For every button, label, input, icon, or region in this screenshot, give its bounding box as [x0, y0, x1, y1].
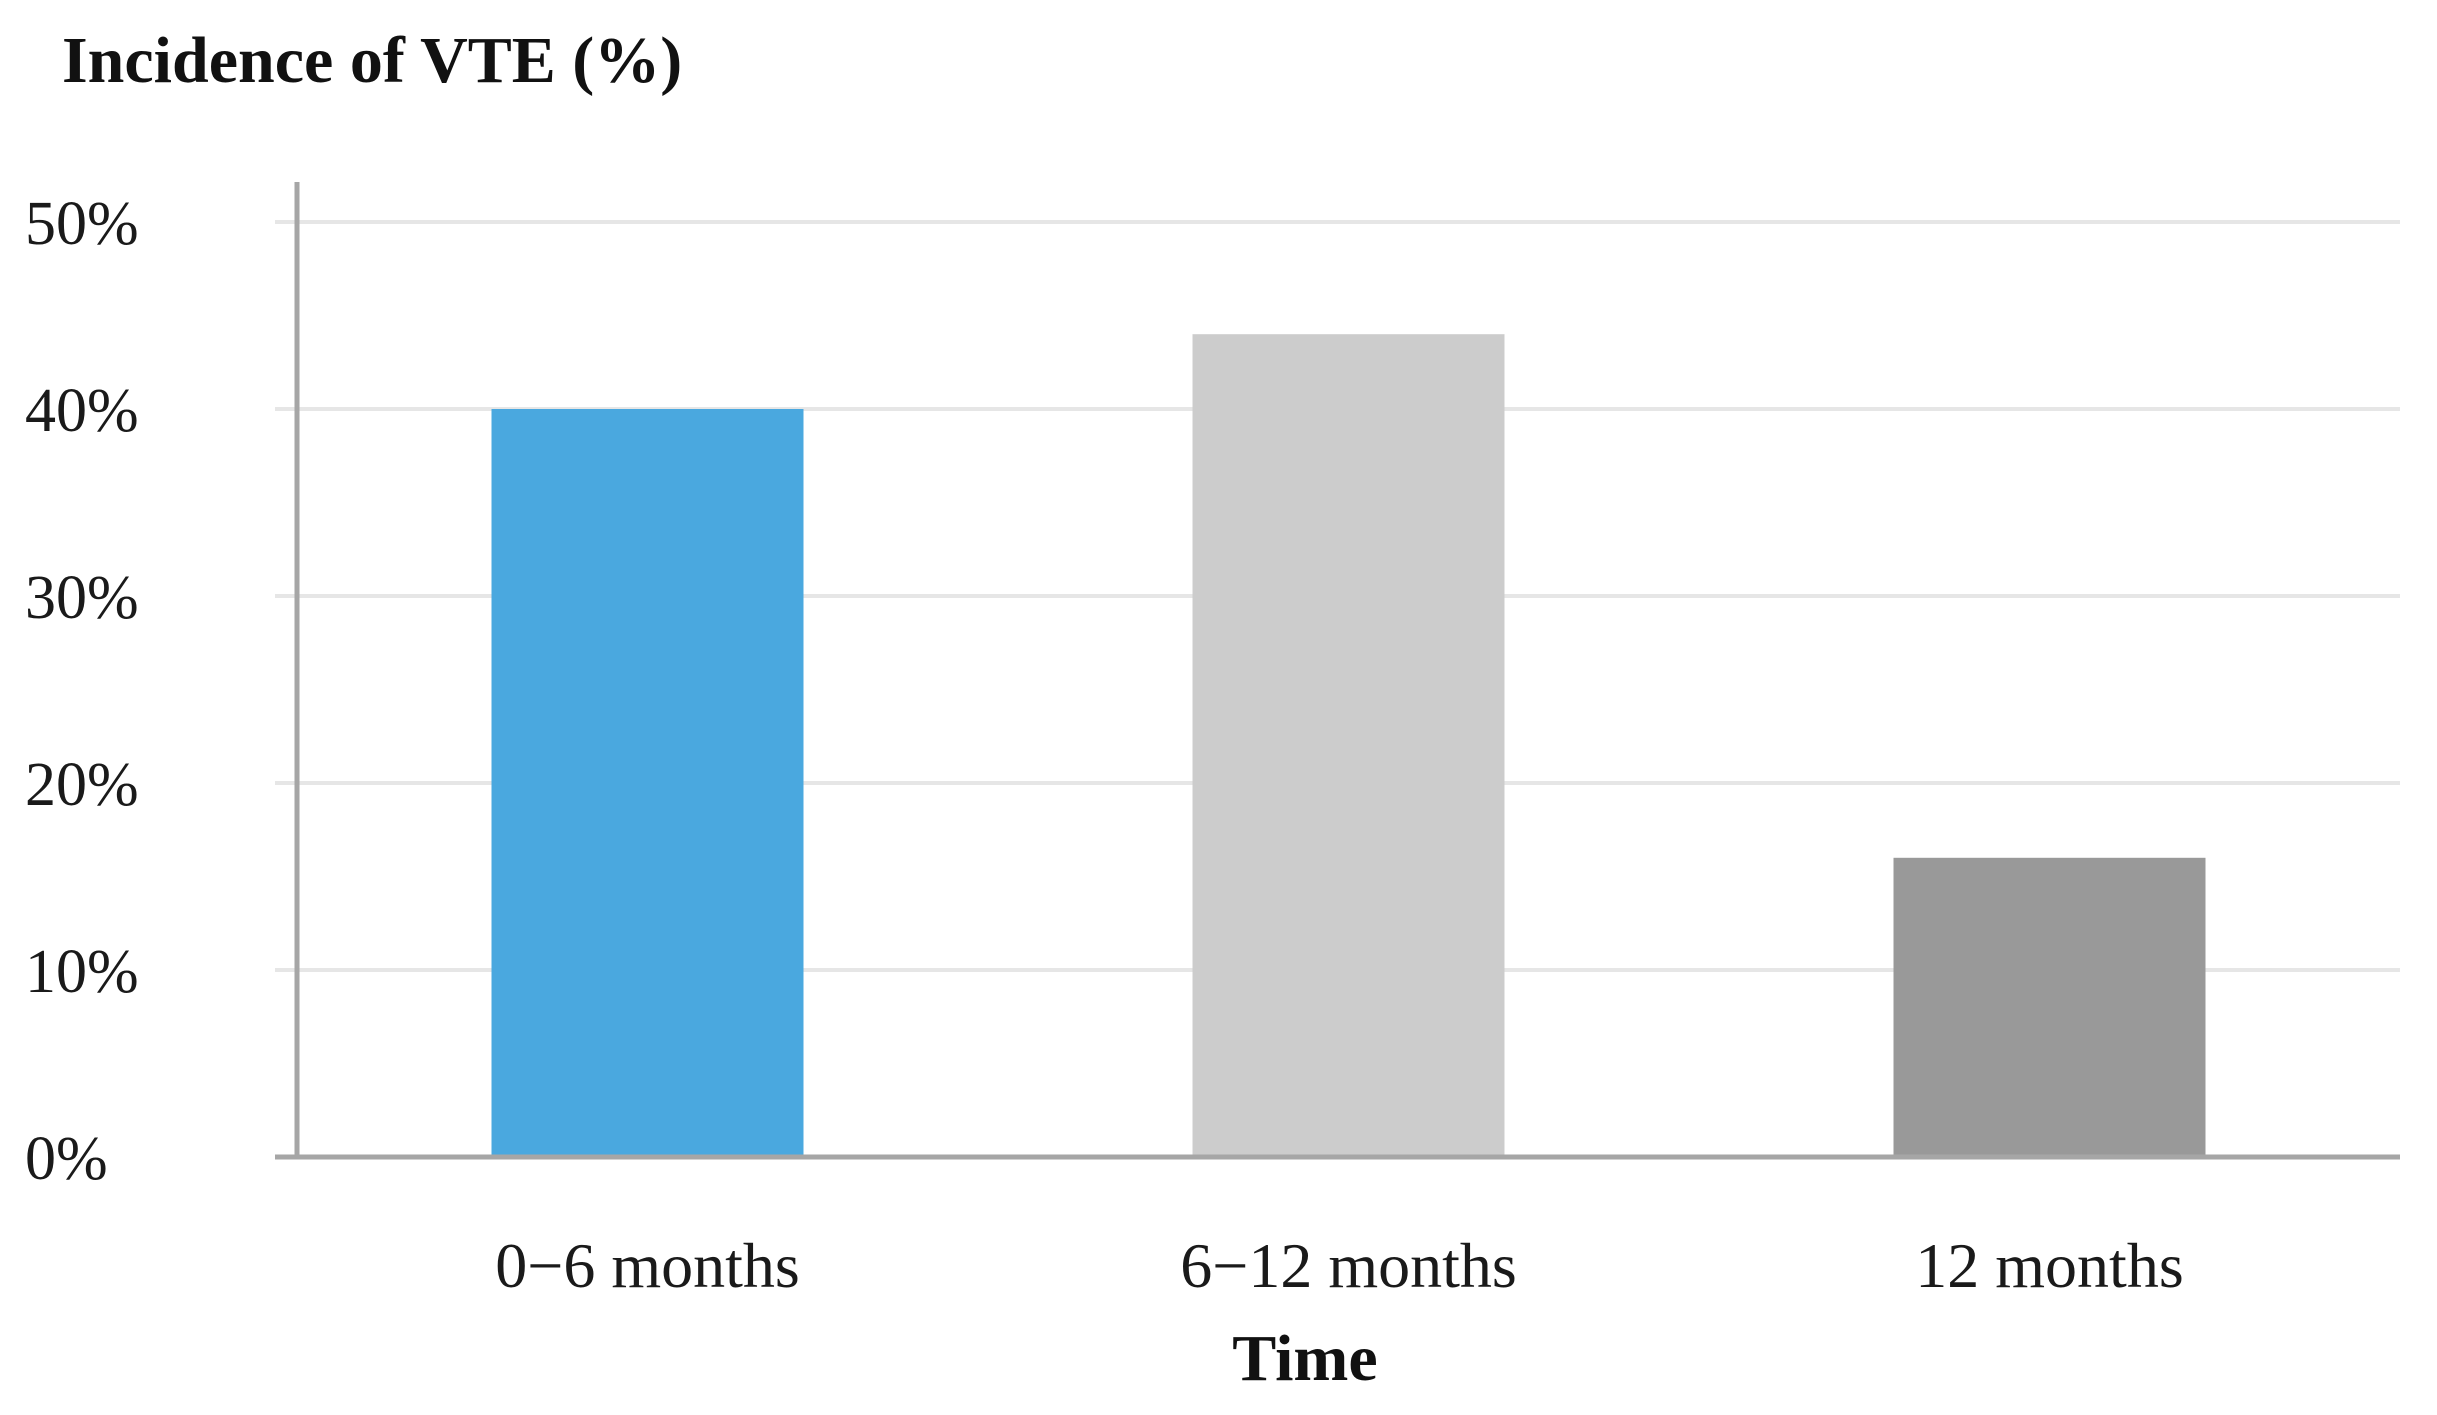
bar: [1893, 857, 2206, 1157]
y-tick-label: 10%: [25, 938, 139, 1006]
y-tick-label: 0%: [25, 1125, 108, 1193]
bar: [1192, 334, 1505, 1157]
y-axis-title: Incidence of VTE (%): [62, 24, 682, 97]
axes: [275, 182, 2400, 1160]
y-tick-label: 30%: [25, 564, 139, 632]
bars: [491, 334, 2206, 1157]
x-tick-label: 6−12 months: [1180, 1230, 1517, 1301]
bar: [491, 409, 804, 1157]
y-tick-label: 50%: [25, 190, 139, 258]
x-tick-label: 0−6 months: [495, 1230, 800, 1301]
x-axis-title: Time: [1232, 1322, 1377, 1395]
y-tick-label: 40%: [25, 377, 139, 445]
x-tick-label: 12 months: [1915, 1230, 2183, 1301]
y-tick-label: 20%: [25, 751, 139, 819]
x-tick-labels: 0−6 months 6−12 months 12 months: [495, 1230, 2184, 1301]
y-tick-labels: 0% 10% 20% 30% 40% 50%: [25, 190, 139, 1193]
